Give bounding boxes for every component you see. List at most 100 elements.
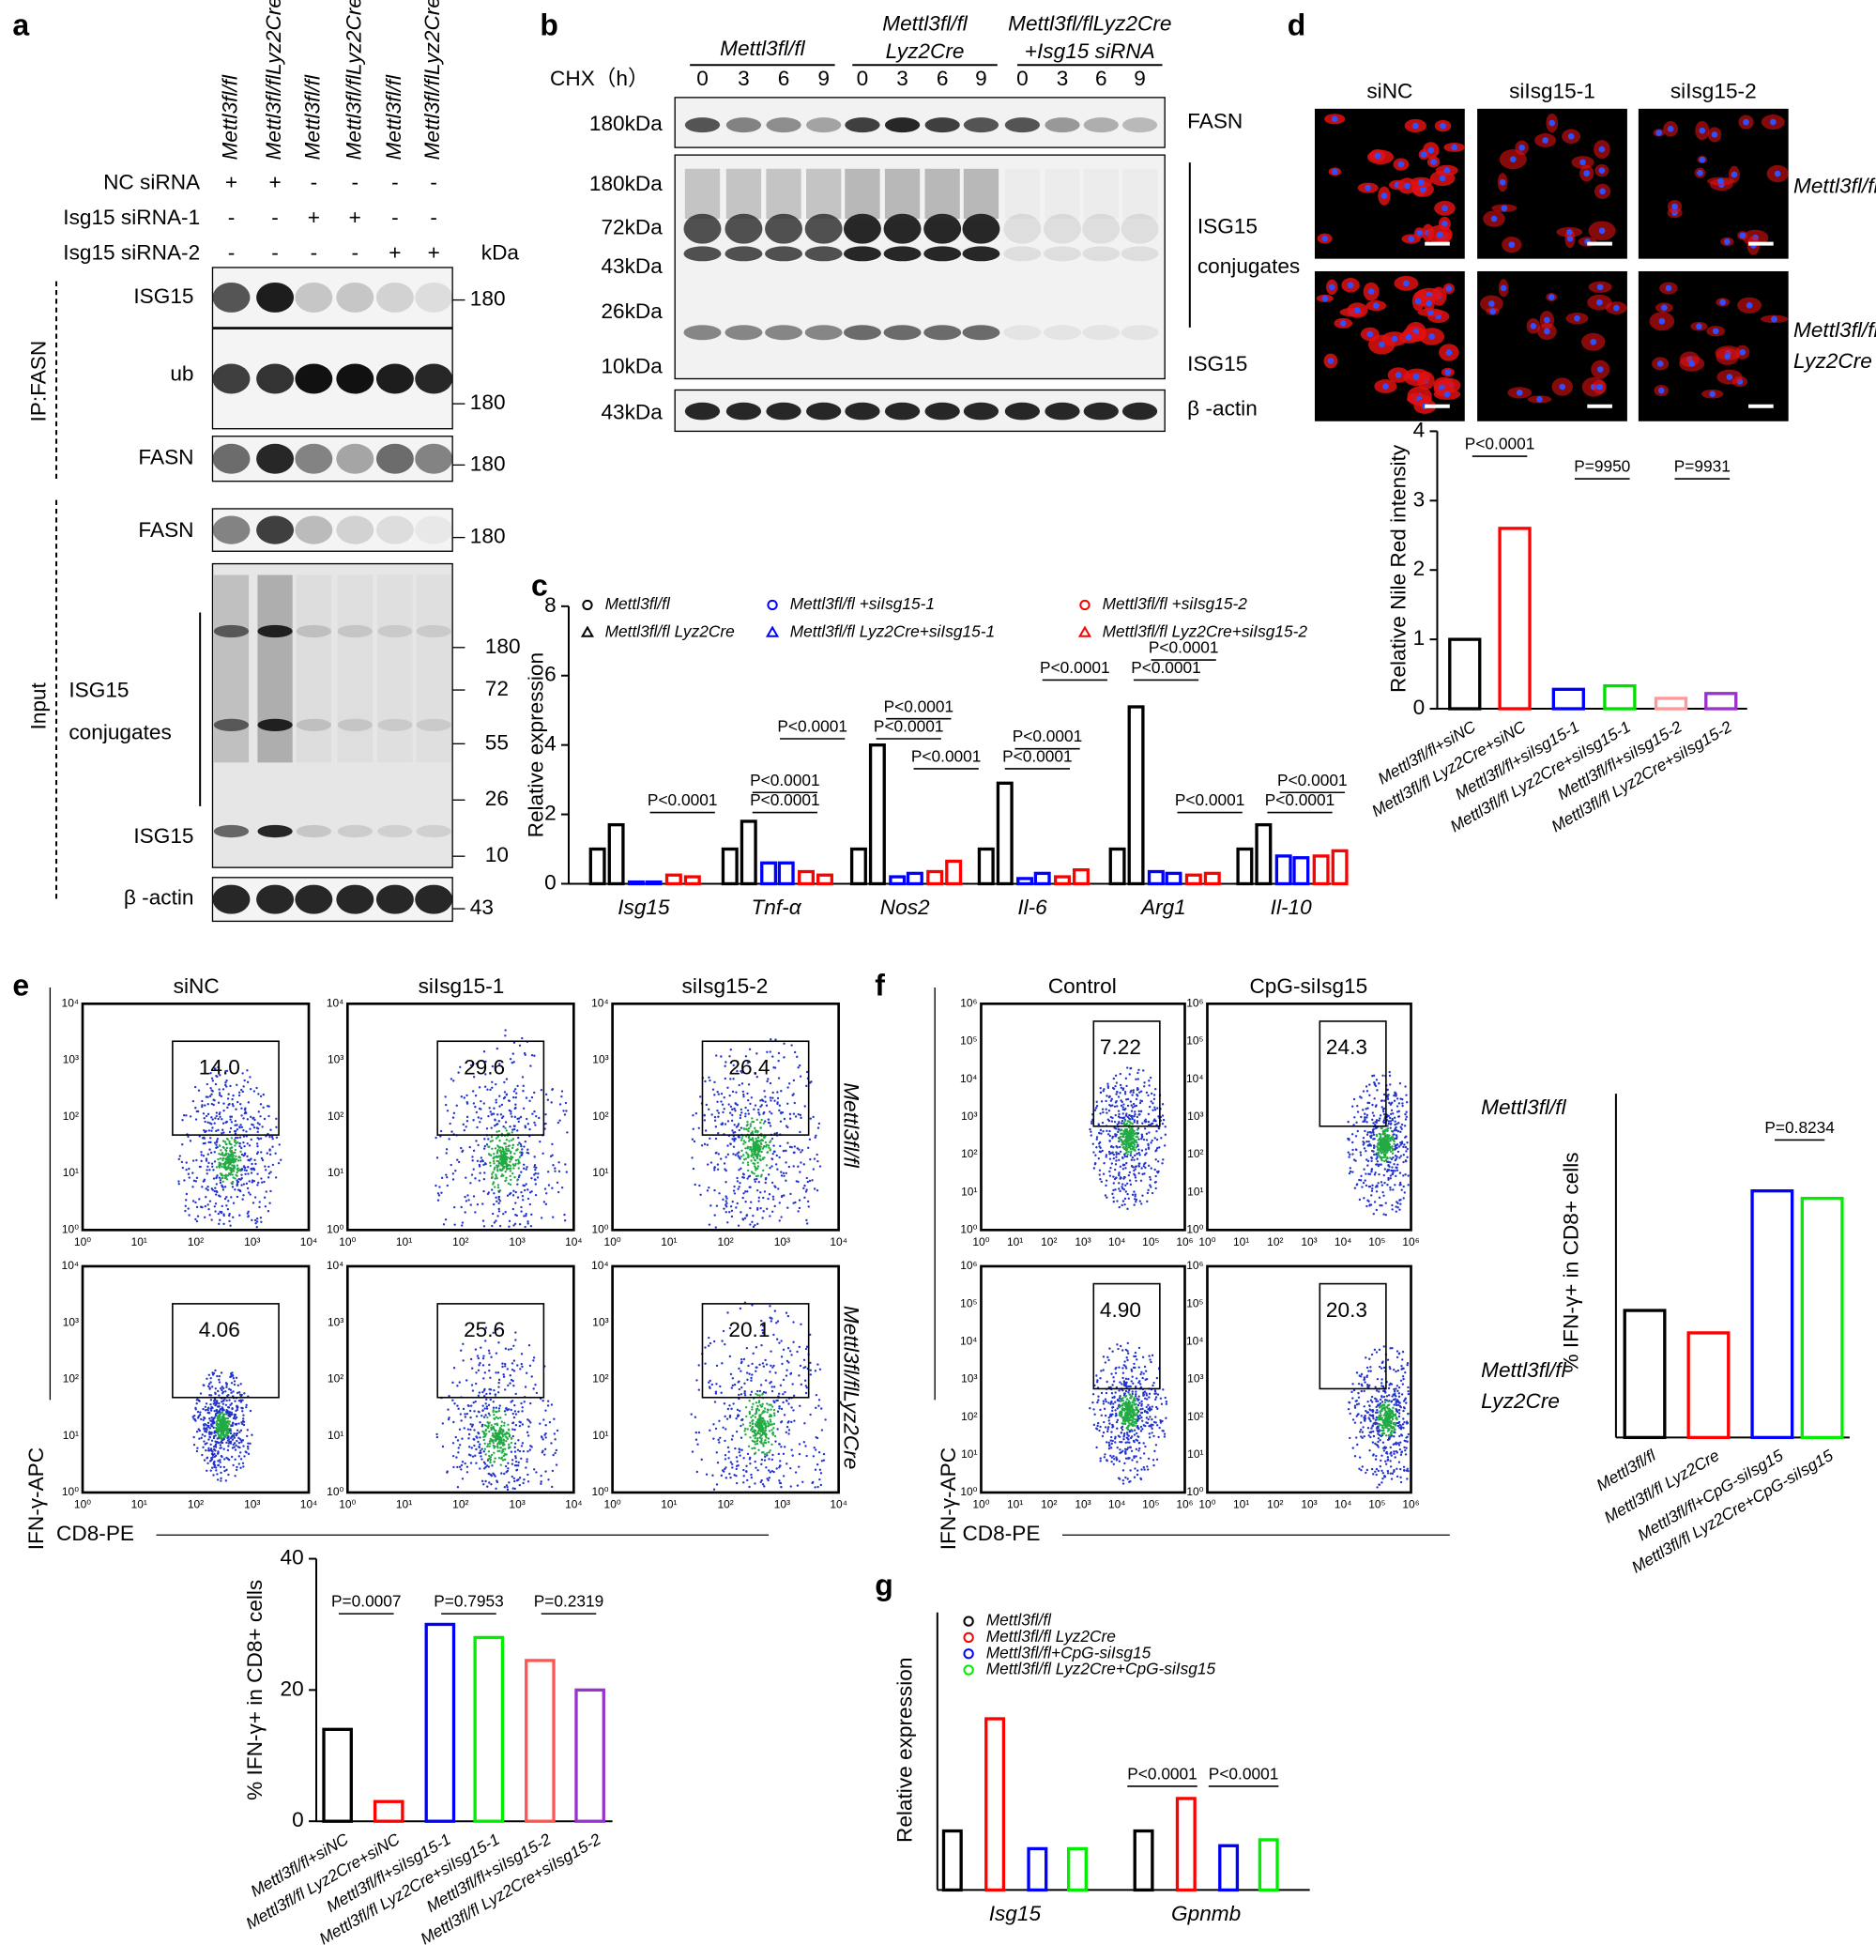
- event: [748, 1485, 751, 1489]
- event: [514, 1214, 517, 1217]
- flow-tick: 10⁰: [74, 1497, 91, 1510]
- band: [883, 246, 922, 262]
- event: [256, 1122, 260, 1125]
- event: [553, 1417, 556, 1420]
- event: [506, 1368, 510, 1370]
- event: [764, 1423, 767, 1427]
- event: [791, 1094, 794, 1096]
- event: [212, 1177, 216, 1180]
- event: [508, 1149, 511, 1152]
- event: [512, 1477, 516, 1480]
- event: [488, 1445, 491, 1447]
- event: [213, 1445, 217, 1448]
- event: [505, 1078, 509, 1080]
- event: [231, 1407, 234, 1410]
- event: [240, 1088, 243, 1092]
- event: [492, 1202, 496, 1206]
- event: [507, 1164, 510, 1167]
- event: [204, 1430, 206, 1433]
- event: [730, 1438, 734, 1441]
- event: [756, 1174, 759, 1177]
- event: [221, 1204, 223, 1208]
- event: [222, 1156, 225, 1160]
- event: [1111, 1086, 1115, 1090]
- event: [731, 1129, 734, 1132]
- event: [483, 1424, 486, 1427]
- event: [528, 1448, 532, 1451]
- event: [760, 1405, 763, 1408]
- event: [222, 1131, 225, 1134]
- event: [513, 1152, 516, 1156]
- event: [498, 1140, 501, 1142]
- event: [790, 1406, 793, 1409]
- event: [1123, 1155, 1127, 1158]
- event: [804, 1347, 808, 1351]
- event: [465, 1412, 469, 1416]
- event: [497, 1198, 500, 1201]
- event: [230, 1382, 234, 1385]
- event: [435, 1435, 439, 1439]
- event: [534, 1124, 537, 1126]
- nucleus: [1559, 383, 1566, 390]
- event: [496, 1113, 499, 1116]
- event: [756, 1394, 759, 1397]
- event: [464, 1195, 466, 1199]
- event: [219, 1218, 221, 1221]
- event: [482, 1147, 486, 1150]
- event: [549, 1155, 553, 1158]
- event: [213, 1189, 216, 1193]
- event: [214, 1443, 218, 1446]
- event: [213, 1160, 217, 1163]
- event: [455, 1104, 458, 1107]
- event: [1154, 1187, 1157, 1190]
- event: [513, 1222, 517, 1225]
- event: [724, 1211, 727, 1214]
- event: [219, 1115, 221, 1119]
- event: [490, 1126, 493, 1129]
- event: [207, 1161, 210, 1165]
- event: [810, 1080, 813, 1083]
- event: [770, 1165, 773, 1168]
- event: [224, 1070, 227, 1073]
- nucleus: [1395, 372, 1402, 378]
- event: [758, 1419, 761, 1423]
- event: [558, 1119, 561, 1122]
- event: [782, 1392, 785, 1396]
- event: [798, 1206, 801, 1210]
- event: [212, 1371, 216, 1375]
- event: [271, 1163, 275, 1167]
- event: [497, 1456, 501, 1460]
- event: [461, 1149, 465, 1153]
- nucleus: [1430, 159, 1437, 165]
- event: [715, 1383, 718, 1386]
- kda-marker: 55: [485, 730, 509, 754]
- event: [231, 1160, 234, 1164]
- event: [728, 1211, 731, 1214]
- event: [750, 1096, 754, 1099]
- event: [803, 1105, 806, 1108]
- event: [692, 1167, 695, 1171]
- event: [750, 1171, 754, 1173]
- event: [242, 1183, 246, 1186]
- column-label: siNC: [1366, 80, 1412, 103]
- event: [221, 1145, 225, 1149]
- event: [753, 1430, 755, 1432]
- event: [469, 1182, 472, 1185]
- event: [225, 1121, 228, 1124]
- event: [780, 1174, 784, 1177]
- event: [778, 1443, 781, 1446]
- event: [514, 1190, 517, 1194]
- event: [215, 1146, 218, 1150]
- event: [493, 1417, 496, 1420]
- event: [221, 1180, 224, 1183]
- flow-tick: 10¹: [592, 1166, 608, 1179]
- event: [543, 1453, 546, 1456]
- event: [252, 1168, 256, 1171]
- event: [232, 1463, 235, 1467]
- nucleus: [1441, 220, 1448, 227]
- time-label: 9: [817, 67, 830, 90]
- event: [759, 1145, 762, 1148]
- event: [745, 1151, 748, 1154]
- event: [791, 1454, 794, 1457]
- treatment-mark: +: [389, 240, 401, 264]
